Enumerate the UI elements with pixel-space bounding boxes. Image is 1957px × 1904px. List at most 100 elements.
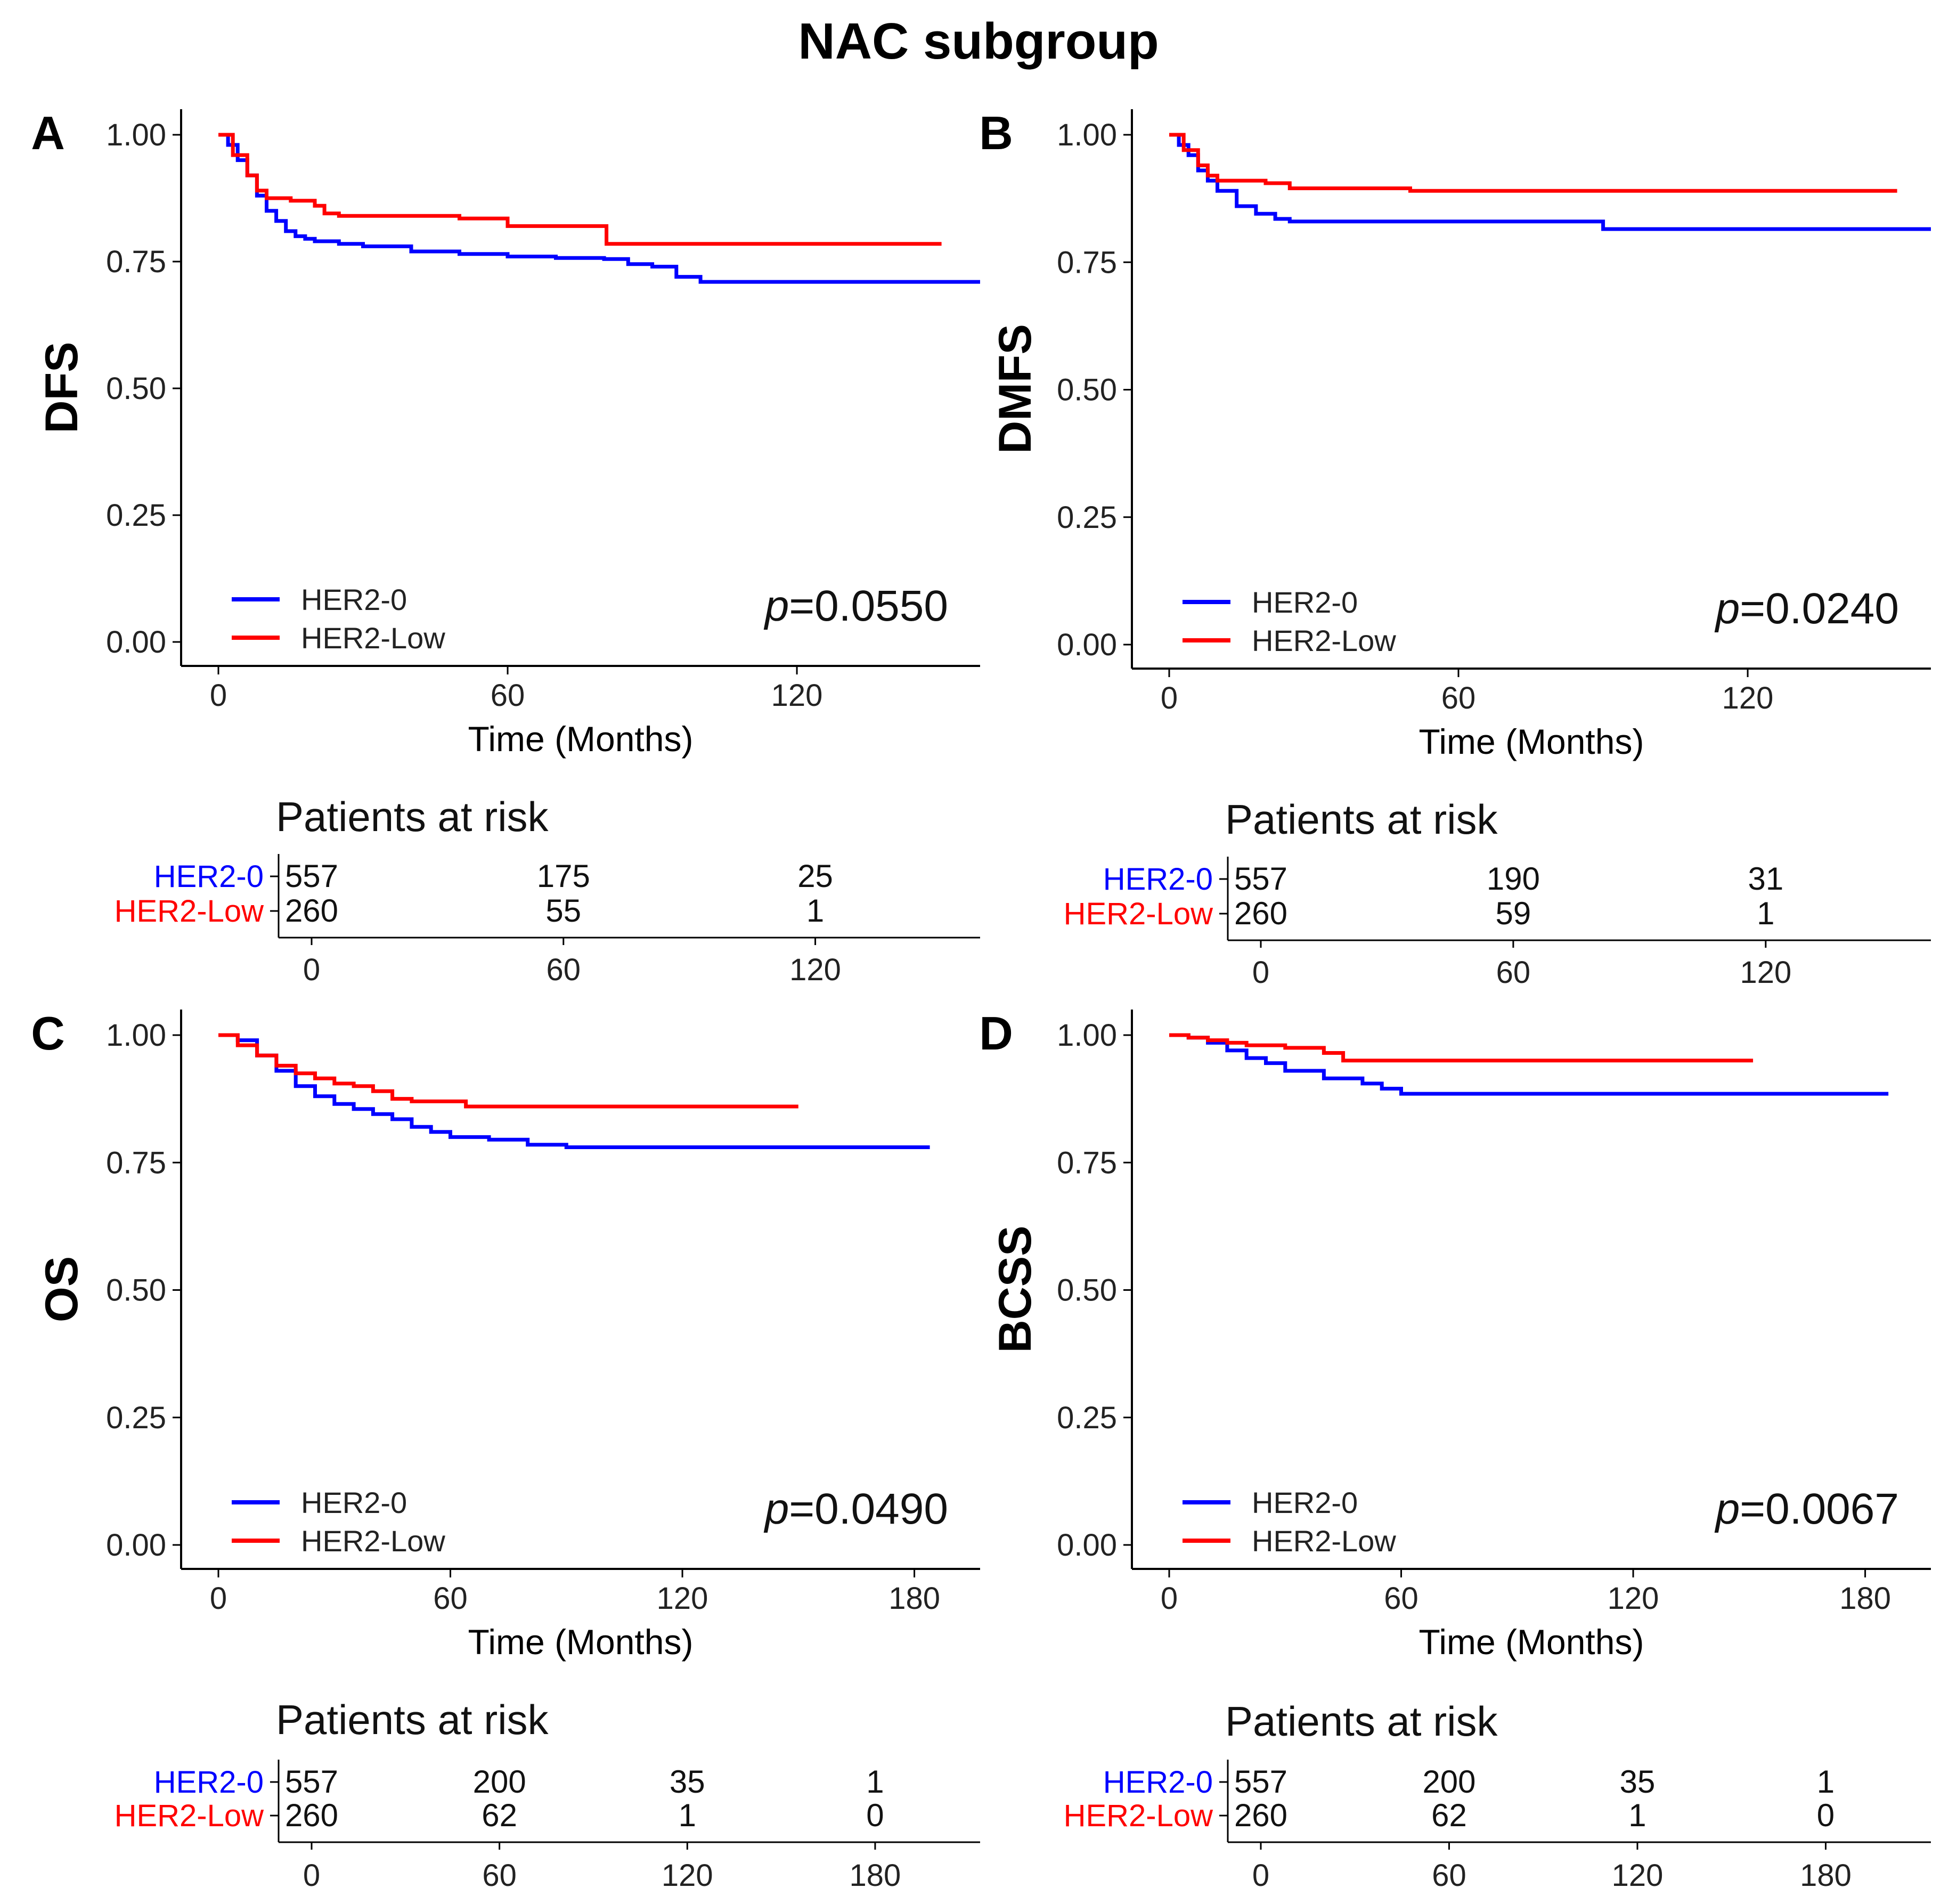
x-tick-label: 120 (1722, 681, 1774, 715)
panel-letter: C (31, 1007, 65, 1060)
figure-title: NAC subgroup (798, 13, 1159, 70)
km-curve-her2-low (218, 133, 942, 246)
risk-group-label: HER2-Low (115, 894, 265, 929)
km-panel-a: A 0.00 0.25 0.50 0.75 1.00 0 60 120 Time (Months)… (31, 107, 980, 987)
risk-count: 260 (285, 893, 338, 929)
x-tick-label: 60 (1441, 681, 1476, 715)
risk-count: 1 (679, 1797, 696, 1833)
km-curve-her2-low (1169, 1033, 1754, 1063)
y-tick-label: 0.00 (1057, 1528, 1117, 1563)
p-value-text: p=0.0550 (763, 582, 948, 630)
p-value-italic-p: p (1714, 1485, 1740, 1533)
risk-x-tick-label: 180 (1800, 1858, 1852, 1893)
x-tick-label: 120 (771, 678, 823, 713)
y-tick-label: 0.00 (1057, 628, 1117, 662)
x-axis-label: Time (Months) (468, 719, 694, 759)
km-curve-her2-low (218, 1033, 798, 1109)
p-value-text: p=0.0240 (1714, 584, 1899, 633)
x-tick-label: 0 (1161, 681, 1178, 715)
risk-count: 190 (1487, 861, 1540, 897)
y-axis-label: DMFS (990, 324, 1041, 454)
risk-count: 0 (1817, 1797, 1834, 1833)
risk-count: 25 (797, 858, 833, 894)
y-tick-label: 0.00 (106, 625, 166, 660)
risk-x-tick-label: 120 (789, 953, 841, 987)
risk-count: 175 (537, 858, 590, 894)
y-tick-label: 0.50 (1057, 373, 1117, 408)
p-value-number: =0.0240 (1740, 584, 1899, 633)
p-value-number: =0.0067 (1740, 1485, 1899, 1533)
risk-x-tick-label: 180 (850, 1858, 901, 1893)
risk-group-label: HER2-Low (1064, 897, 1214, 931)
risk-count: 260 (1234, 896, 1287, 931)
y-axis-label: OS (36, 1256, 87, 1322)
x-tick-label: 120 (1608, 1581, 1659, 1616)
x-tick-label: 0 (210, 678, 227, 713)
y-tick-label: 0.50 (106, 1273, 166, 1308)
x-tick-label: 0 (1161, 1581, 1178, 1616)
legend-label: HER2-0 (301, 1486, 407, 1519)
risk-x-tick-label: 120 (1612, 1858, 1664, 1893)
p-value-text: p=0.0490 (763, 1485, 948, 1533)
p-value-number: =0.0490 (789, 1485, 948, 1533)
p-value-number: =0.0550 (789, 582, 948, 630)
risk-group-label: HER2-0 (154, 859, 264, 894)
risk-count: 1 (1817, 1764, 1834, 1800)
km-curve-her2-0 (1169, 1033, 1889, 1096)
panel-letter: D (979, 1007, 1013, 1060)
risk-count: 557 (285, 1764, 338, 1800)
y-tick-label: 0.25 (106, 1401, 166, 1435)
y-tick-label: 0.25 (1057, 500, 1117, 535)
risk-count: 1 (806, 893, 824, 929)
risk-count: 260 (1234, 1797, 1287, 1833)
y-tick-label: 0.75 (106, 1145, 166, 1180)
risk-count: 35 (670, 1764, 705, 1800)
y-tick-label: 0.75 (1057, 1145, 1117, 1180)
p-value-italic-p: p (763, 1485, 789, 1533)
risk-count: 55 (545, 893, 581, 929)
km-curve-her2-0 (218, 1033, 930, 1149)
legend-label: HER2-Low (301, 1524, 445, 1558)
x-tick-label: 180 (1839, 1581, 1891, 1616)
risk-count: 35 (1620, 1764, 1656, 1800)
y-tick-label: 0.25 (106, 498, 166, 533)
km-curve-her2-0 (218, 133, 980, 284)
y-axis-label: DFS (36, 342, 87, 434)
risk-table-title: Patients at risk (1225, 796, 1498, 843)
y-tick-label: 1.00 (106, 1018, 166, 1053)
panel-letter: B (979, 107, 1013, 159)
risk-x-tick-label: 60 (1496, 955, 1531, 990)
risk-count: 62 (1431, 1797, 1467, 1833)
km-panel-c: C 0.00 0.25 0.50 0.75 1.00 0 60 120 180 Time (Mont… (31, 1007, 980, 1893)
km-panel-b: B 0.00 0.25 0.50 0.75 1.00 0 60 120 Time (Months)… (979, 107, 1931, 990)
risk-count: 62 (482, 1797, 517, 1833)
risk-x-tick-label: 60 (482, 1858, 517, 1893)
risk-count: 260 (285, 1797, 338, 1833)
risk-x-tick-label: 120 (1740, 955, 1791, 990)
km-panel-d: D 0.00 0.25 0.50 0.75 1.00 0 60 120 180 Time (Mont… (979, 1007, 1931, 1893)
legend-label: HER2-Low (1252, 1524, 1396, 1558)
risk-count: 1 (1628, 1797, 1646, 1833)
risk-x-tick-label: 120 (662, 1858, 713, 1893)
p-value-italic-p: p (1714, 584, 1740, 633)
p-value-text: p=0.0067 (1714, 1485, 1899, 1533)
legend-label: HER2-Low (1252, 624, 1396, 657)
risk-x-tick-label: 0 (1252, 955, 1269, 990)
x-tick-label: 120 (657, 1581, 708, 1616)
x-tick-label: 60 (1384, 1581, 1418, 1616)
y-tick-label: 0.75 (106, 245, 166, 279)
risk-x-tick-label: 0 (303, 1858, 320, 1893)
x-tick-label: 180 (888, 1581, 940, 1616)
x-axis-label: Time (Months) (1419, 722, 1644, 761)
risk-count: 59 (1496, 896, 1531, 931)
panel-letter: A (31, 107, 65, 159)
risk-count: 1 (1757, 896, 1774, 931)
risk-count: 200 (473, 1764, 526, 1800)
y-tick-label: 1.00 (1057, 1018, 1117, 1053)
risk-count: 0 (866, 1797, 884, 1833)
risk-count: 31 (1748, 861, 1783, 897)
legend-label: HER2-0 (301, 583, 407, 616)
x-axis-label: Time (Months) (468, 1622, 694, 1662)
risk-group-label: HER2-Low (1064, 1799, 1214, 1833)
